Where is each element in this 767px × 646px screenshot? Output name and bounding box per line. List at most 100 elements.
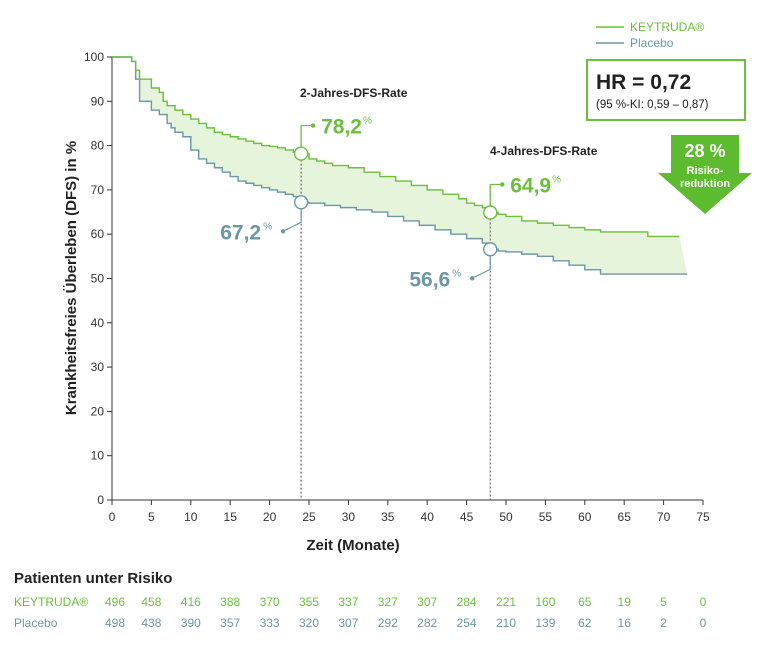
risk-table: Patienten unter Risiko KEYTRUDA® Placebo… — [14, 570, 707, 630]
y-axis-title: Krankheitsfreies Überleben (DFS) in % — [63, 141, 80, 415]
x-tick-label: 40 — [421, 510, 435, 524]
placebo-rate-unit: % — [263, 221, 272, 232]
risk-reduction-line1: Risiko- — [687, 165, 724, 177]
risk-cell-keytruda: 388 — [220, 595, 240, 609]
risk-table-cells: 496 458 416 388 370 355 337 327 307 284 221 160 65 19… — [105, 595, 707, 630]
legend: KEYTRUDA® Placebo — [596, 20, 704, 50]
risk-cell-keytruda: 19 — [618, 595, 632, 609]
risk-cell-placebo: 333 — [260, 616, 280, 630]
placebo-rate-value: 67,2 — [220, 221, 261, 244]
x-tick-label: 65 — [618, 510, 632, 524]
risk-row-placebo-label: Placebo — [14, 616, 58, 630]
y-tick-label: 70 — [91, 183, 105, 197]
placebo-leader-dot — [280, 229, 286, 234]
axes: 0 10 20 30 40 50 60 70 80 90 100 0 5 10 15 20 25 30 35 40 45… — [84, 50, 710, 524]
risk-cell-placebo: 0 — [700, 616, 707, 630]
x-tick-label: 75 — [696, 510, 710, 524]
risk-cell-placebo: 282 — [417, 616, 437, 630]
y-tick-label: 10 — [91, 449, 105, 463]
risk-cell-keytruda: 370 — [260, 595, 280, 609]
risk-cell-keytruda: 337 — [338, 595, 358, 609]
x-tick-label: 0 — [109, 510, 116, 524]
placebo-leader — [284, 209, 302, 231]
keytruda-rate-unit: % — [363, 116, 372, 127]
keytruda-leader — [489, 183, 501, 206]
arrow-shape — [658, 135, 752, 214]
risk-cell-keytruda: 496 — [105, 595, 125, 609]
y-tick-label: 60 — [91, 227, 105, 241]
y-tick-label: 30 — [91, 360, 105, 374]
x-tick-label: 10 — [184, 510, 198, 524]
risk-row-keytruda-label: KEYTRUDA® — [14, 595, 88, 609]
x-tick-label: 25 — [302, 510, 316, 524]
hr-box-border — [586, 59, 746, 121]
keytruda-leader — [300, 124, 312, 147]
risk-cell-keytruda: 160 — [535, 595, 555, 609]
risk-reduction-line2: reduktion — [680, 178, 730, 190]
hr-ci: (95 %-KI: 0,59 – 0,87) — [596, 99, 709, 111]
risk-cell-keytruda: 5 — [660, 595, 667, 609]
risk-cell-keytruda: 307 — [417, 595, 437, 609]
legend-placebo-label: Placebo — [630, 36, 674, 50]
annotation-title: 4-Jahres-DFS-Rate — [490, 144, 598, 158]
x-tick-label: 70 — [657, 510, 671, 524]
y-tick-label: 80 — [91, 139, 105, 153]
keytruda-rate-marker — [483, 205, 498, 220]
risk-cell-placebo: 254 — [457, 616, 477, 630]
keytruda-leader-dot — [310, 123, 316, 128]
placebo-leader — [473, 256, 491, 278]
x-tick-label: 35 — [381, 510, 395, 524]
risk-cell-placebo: 390 — [181, 616, 201, 630]
keytruda-rate-unit: % — [552, 174, 561, 185]
risk-cell-placebo: 307 — [338, 616, 358, 630]
legend-keytruda-label: KEYTRUDA® — [630, 20, 704, 34]
risk-reduction-arrow: 28 % Risiko- reduktion — [658, 135, 752, 214]
y-tick-label: 50 — [91, 272, 105, 286]
x-tick-label: 15 — [224, 510, 238, 524]
y-tick-label: 0 — [97, 493, 104, 507]
risk-cell-placebo: 62 — [578, 616, 592, 630]
hr-value: HR = 0,72 — [596, 71, 691, 94]
risk-cell-placebo: 139 — [535, 616, 555, 630]
x-tick-label: 45 — [460, 510, 474, 524]
placebo-rate-marker — [483, 242, 498, 257]
risk-cell-keytruda: 284 — [457, 595, 477, 609]
x-tick-label: 20 — [263, 510, 277, 524]
risk-reduction-pct: 28 % — [684, 141, 725, 161]
risk-cell-keytruda: 0 — [700, 595, 707, 609]
keytruda-curve — [112, 56, 680, 238]
risk-cell-placebo: 2 — [660, 616, 667, 630]
x-tick-label: 50 — [499, 510, 513, 524]
risk-cell-keytruda: 458 — [141, 595, 161, 609]
risk-table-title: Patienten unter Risiko — [14, 570, 172, 587]
x-tick-label: 55 — [539, 510, 553, 524]
x-tick-label: 30 — [342, 510, 356, 524]
placebo-rate-marker — [293, 195, 309, 210]
risk-cell-placebo: 292 — [378, 616, 398, 630]
y-tick-label: 40 — [91, 316, 105, 330]
keytruda-rate-marker — [293, 146, 309, 161]
difference-band — [112, 57, 688, 275]
placebo-rate-value: 56,6 — [409, 268, 450, 291]
risk-cell-placebo: 357 — [220, 616, 240, 630]
placebo-leader-dot — [470, 276, 475, 281]
risk-cell-keytruda: 65 — [578, 595, 592, 609]
risk-cell-placebo: 498 — [105, 616, 125, 630]
annotation-title: 2-Jahres-DFS-Rate — [300, 86, 408, 100]
placebo-rate-unit: % — [452, 268, 461, 279]
keytruda-leader-dot — [500, 182, 505, 187]
risk-cell-keytruda: 221 — [496, 595, 516, 609]
risk-cell-keytruda: 416 — [181, 595, 201, 609]
hazard-ratio-box: HR = 0,72 (95 %-KI: 0,59 – 0,87) — [586, 59, 746, 121]
risk-cell-placebo: 438 — [141, 616, 161, 630]
x-axis-title: Zeit (Monate) — [306, 537, 399, 554]
risk-cell-keytruda: 355 — [299, 595, 319, 609]
y-tick-label: 90 — [91, 94, 105, 108]
y-tick-label: 20 — [91, 404, 105, 418]
x-tick-label: 5 — [148, 510, 155, 524]
x-tick-label: 60 — [578, 510, 592, 524]
risk-cell-placebo: 320 — [299, 616, 319, 630]
keytruda-rate-value: 78,2 — [321, 116, 362, 139]
